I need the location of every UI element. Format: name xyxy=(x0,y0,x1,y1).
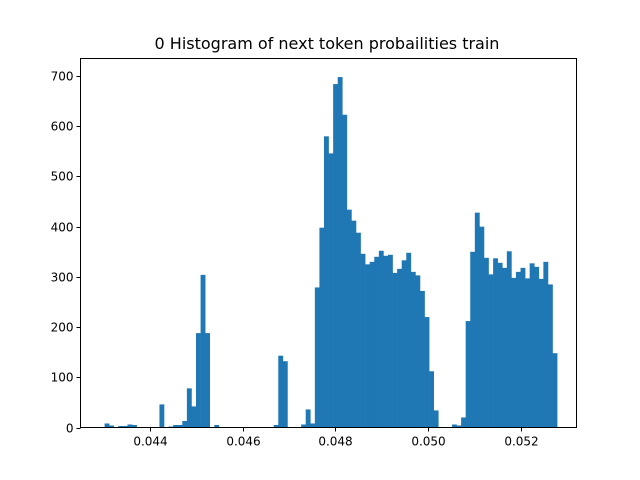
histogram-bar xyxy=(310,423,316,428)
histogram-bar xyxy=(355,232,361,428)
histogram-bar xyxy=(278,355,284,428)
histogram-bar xyxy=(378,250,384,428)
histogram-bar xyxy=(365,264,370,428)
y-tick-label: 600 xyxy=(51,120,74,134)
histogram-bar xyxy=(319,227,325,428)
y-axis: 0 100 200 300 400 500 600 700 xyxy=(51,70,81,436)
y-tick-label: 700 xyxy=(51,70,74,84)
histogram-bar xyxy=(547,284,553,428)
y-tick-label: 300 xyxy=(51,271,74,285)
histogram-bar xyxy=(502,267,508,428)
histogram-bar xyxy=(506,251,512,428)
histogram-bar xyxy=(177,424,183,428)
histogram-bar xyxy=(132,424,137,428)
histogram-bar xyxy=(383,255,389,428)
histogram-bar xyxy=(282,361,288,428)
histogram-bar xyxy=(543,261,549,428)
histogram-bar xyxy=(196,333,201,428)
y-tick-label: 0 xyxy=(66,422,74,436)
histogram-bar xyxy=(497,262,503,428)
histogram-bar xyxy=(337,77,343,428)
histogram-bar xyxy=(552,353,558,428)
histogram-bar xyxy=(118,425,124,428)
histogram-bar xyxy=(538,278,544,428)
histogram-bar xyxy=(511,277,517,428)
histogram-bar xyxy=(323,136,329,428)
histogram-bar xyxy=(410,271,416,428)
histogram-bar xyxy=(127,424,133,428)
histogram-bar xyxy=(401,260,407,428)
histogram-bar xyxy=(205,333,211,428)
histogram-bar xyxy=(186,388,192,428)
histogram-bar xyxy=(328,153,334,428)
histogram-bar xyxy=(465,321,471,428)
histogram-bar xyxy=(159,404,165,428)
histogram-bar xyxy=(529,263,535,428)
chart-title: 0 Histogram of next token probailities t… xyxy=(155,34,500,53)
x-tick-label: 0.052 xyxy=(504,435,538,449)
histogram-bar xyxy=(122,425,128,428)
histogram-bar xyxy=(360,253,366,428)
histogram-bar xyxy=(456,425,462,428)
histogram-bar xyxy=(305,409,311,428)
histogram-bar xyxy=(474,212,480,428)
histogram-bar xyxy=(483,257,489,428)
histogram-bar xyxy=(493,258,498,428)
histogram-bar xyxy=(520,267,526,428)
histogram-bar xyxy=(429,371,434,428)
histogram-bar xyxy=(479,226,485,428)
histogram-bar xyxy=(387,254,393,428)
histogram-bar xyxy=(461,417,466,428)
histogram-bar xyxy=(173,424,179,428)
histogram-bar xyxy=(109,425,115,428)
histogram-bar xyxy=(369,261,375,428)
histogram-bar xyxy=(525,278,530,428)
histogram-bar xyxy=(346,209,352,428)
histogram-bar xyxy=(397,268,402,428)
histogram-bar xyxy=(415,275,421,428)
histogram-bar xyxy=(534,266,540,428)
histogram-bar xyxy=(406,252,412,428)
histogram-bar xyxy=(470,251,476,428)
x-tick-label: 0.050 xyxy=(411,435,445,449)
histogram-bar xyxy=(451,424,457,428)
histogram-bar xyxy=(351,220,357,428)
histogram-bar xyxy=(200,274,206,428)
histogram-bar xyxy=(273,424,279,428)
histogram-bar xyxy=(424,317,430,428)
axes-frame xyxy=(80,58,577,428)
x-axis: 0.044 0.046 0.048 0.050 0.052 xyxy=(133,427,539,449)
histogram-bar xyxy=(214,424,220,428)
histogram-bar xyxy=(342,114,348,428)
histogram-bar xyxy=(191,406,197,428)
histogram-bar xyxy=(419,290,425,428)
histogram-bar xyxy=(433,410,439,428)
x-tick-label: 0.048 xyxy=(318,435,352,449)
histogram-bar xyxy=(515,271,521,428)
x-tick-label: 0.046 xyxy=(226,435,260,449)
histogram-bars xyxy=(104,77,558,428)
histogram-bar xyxy=(104,423,110,428)
histogram-bar xyxy=(301,424,307,428)
y-tick-label: 100 xyxy=(51,371,74,385)
histogram-bar xyxy=(182,420,188,428)
histogram-bar xyxy=(374,256,380,428)
histogram-bar xyxy=(314,287,320,428)
histogram-bar xyxy=(333,84,339,428)
x-tick-label: 0.044 xyxy=(133,435,167,449)
y-tick-label: 400 xyxy=(51,221,74,235)
y-tick-label: 500 xyxy=(51,170,74,184)
y-tick-label: 200 xyxy=(51,321,74,335)
histogram-bar xyxy=(392,272,398,428)
histogram-bar xyxy=(488,274,494,428)
